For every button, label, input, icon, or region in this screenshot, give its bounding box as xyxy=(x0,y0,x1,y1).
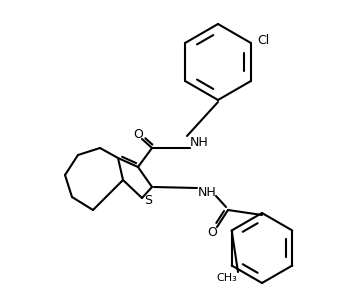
Text: O: O xyxy=(207,226,217,239)
Text: NH: NH xyxy=(198,186,217,199)
Text: NH: NH xyxy=(190,136,209,148)
Text: Cl: Cl xyxy=(257,34,269,47)
Text: S: S xyxy=(144,195,152,208)
Text: CH₃: CH₃ xyxy=(217,273,237,283)
Text: O: O xyxy=(133,127,143,140)
